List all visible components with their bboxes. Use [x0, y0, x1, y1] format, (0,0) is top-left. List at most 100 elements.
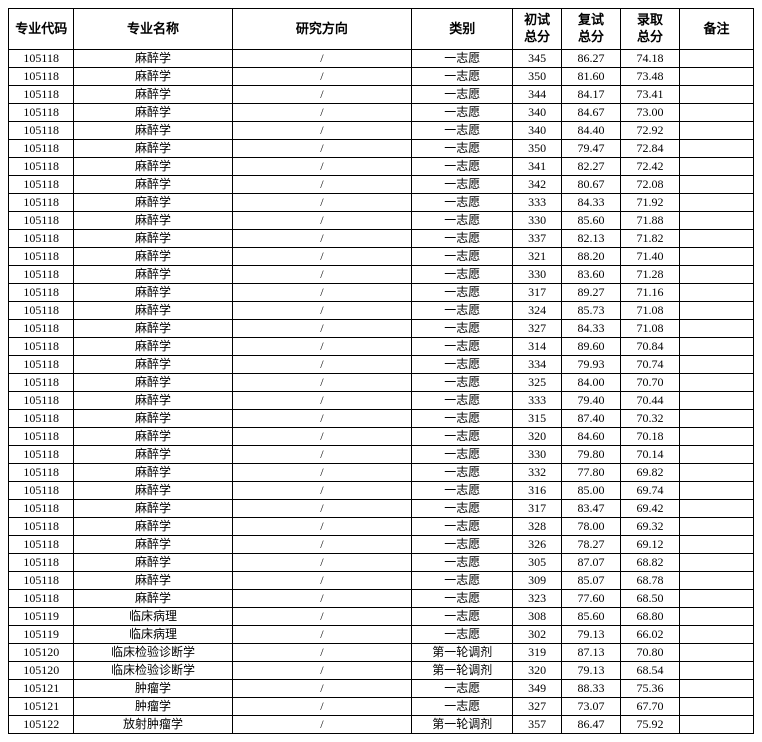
cell-col-6: 73.41 — [621, 86, 680, 104]
cell-col-7 — [680, 536, 754, 554]
table-row: 105118麻醉学/一志愿32678.2769.12 — [9, 536, 754, 554]
cell-col-5: 84.33 — [561, 194, 620, 212]
cell-col-2: / — [232, 608, 411, 626]
cell-col-6: 70.84 — [621, 338, 680, 356]
cell-col-4: 327 — [513, 320, 562, 338]
cell-col-2: / — [232, 140, 411, 158]
cell-col-5: 79.80 — [561, 446, 620, 464]
cell-col-3: 一志愿 — [412, 356, 513, 374]
cell-col-6: 70.14 — [621, 446, 680, 464]
cell-col-4: 333 — [513, 194, 562, 212]
cell-col-7 — [680, 68, 754, 86]
cell-col-0: 105121 — [9, 680, 74, 698]
table-row: 105118麻醉学/一志愿34084.4072.92 — [9, 122, 754, 140]
cell-col-1: 麻醉学 — [74, 176, 232, 194]
cell-col-1: 麻醉学 — [74, 572, 232, 590]
cell-col-3: 一志愿 — [412, 482, 513, 500]
cell-col-1: 麻醉学 — [74, 320, 232, 338]
cell-col-0: 105118 — [9, 284, 74, 302]
table-row: 105118麻醉学/一志愿31685.0069.74 — [9, 482, 754, 500]
cell-col-3: 一志愿 — [412, 320, 513, 338]
cell-col-2: / — [232, 590, 411, 608]
table-row: 105118麻醉学/一志愿30985.0768.78 — [9, 572, 754, 590]
cell-col-5: 78.27 — [561, 536, 620, 554]
cell-col-4: 328 — [513, 518, 562, 536]
cell-col-5: 77.60 — [561, 590, 620, 608]
cell-col-4: 317 — [513, 500, 562, 518]
cell-col-6: 72.08 — [621, 176, 680, 194]
cell-col-2: / — [232, 554, 411, 572]
cell-col-4: 316 — [513, 482, 562, 500]
col-header-5: 复试总分 — [561, 9, 620, 50]
cell-col-2: / — [232, 356, 411, 374]
cell-col-6: 68.54 — [621, 662, 680, 680]
cell-col-1: 临床检验诊断学 — [74, 662, 232, 680]
cell-col-4: 327 — [513, 698, 562, 716]
cell-col-7 — [680, 644, 754, 662]
cell-col-0: 105118 — [9, 86, 74, 104]
cell-col-7 — [680, 122, 754, 140]
cell-col-5: 79.47 — [561, 140, 620, 158]
cell-col-0: 105119 — [9, 608, 74, 626]
cell-col-7 — [680, 698, 754, 716]
cell-col-6: 75.92 — [621, 716, 680, 734]
cell-col-7 — [680, 266, 754, 284]
cell-col-3: 一志愿 — [412, 374, 513, 392]
cell-col-4: 309 — [513, 572, 562, 590]
cell-col-4: 317 — [513, 284, 562, 302]
cell-col-4: 350 — [513, 68, 562, 86]
table-row: 105118麻醉学/一志愿33379.4070.44 — [9, 392, 754, 410]
cell-col-1: 麻醉学 — [74, 212, 232, 230]
cell-col-3: 一志愿 — [412, 86, 513, 104]
cell-col-3: 一志愿 — [412, 626, 513, 644]
cell-col-4: 333 — [513, 392, 562, 410]
cell-col-3: 一志愿 — [412, 518, 513, 536]
cell-col-1: 放射肿瘤学 — [74, 716, 232, 734]
cell-col-1: 麻醉学 — [74, 122, 232, 140]
cell-col-7 — [680, 158, 754, 176]
cell-col-7 — [680, 356, 754, 374]
cell-col-3: 一志愿 — [412, 464, 513, 482]
cell-col-4: 315 — [513, 410, 562, 428]
cell-col-4: 342 — [513, 176, 562, 194]
cell-col-4: 350 — [513, 140, 562, 158]
table-row: 105118麻醉学/一志愿32584.0070.70 — [9, 374, 754, 392]
cell-col-2: / — [232, 698, 411, 716]
cell-col-2: / — [232, 176, 411, 194]
cell-col-6: 72.84 — [621, 140, 680, 158]
table-row: 105118麻醉学/一志愿35081.6073.48 — [9, 68, 754, 86]
cell-col-3: 一志愿 — [412, 500, 513, 518]
cell-col-4: 330 — [513, 446, 562, 464]
col-header-6: 录取总分 — [621, 9, 680, 50]
col-header-3: 类别 — [412, 9, 513, 50]
cell-col-1: 肿瘤学 — [74, 680, 232, 698]
cell-col-6: 71.28 — [621, 266, 680, 284]
cell-col-2: / — [232, 248, 411, 266]
cell-col-0: 105119 — [9, 626, 74, 644]
cell-col-4: 340 — [513, 122, 562, 140]
cell-col-1: 麻醉学 — [74, 374, 232, 392]
cell-col-0: 105118 — [9, 248, 74, 266]
cell-col-5: 89.27 — [561, 284, 620, 302]
cell-col-6: 71.16 — [621, 284, 680, 302]
cell-col-7 — [680, 230, 754, 248]
cell-col-1: 麻醉学 — [74, 104, 232, 122]
cell-col-0: 105118 — [9, 104, 74, 122]
cell-col-5: 83.47 — [561, 500, 620, 518]
cell-col-3: 第一轮调剂 — [412, 662, 513, 680]
cell-col-1: 麻醉学 — [74, 500, 232, 518]
cell-col-7 — [680, 590, 754, 608]
table-row: 105118麻醉学/一志愿32084.6070.18 — [9, 428, 754, 446]
cell-col-1: 临床病理 — [74, 626, 232, 644]
cell-col-5: 77.80 — [561, 464, 620, 482]
table-header-row: 专业代码专业名称研究方向类别初试总分复试总分录取总分备注 — [9, 9, 754, 50]
cell-col-7 — [680, 302, 754, 320]
table-row: 105118麻醉学/一志愿33085.6071.88 — [9, 212, 754, 230]
cell-col-5: 84.60 — [561, 428, 620, 446]
cell-col-6: 68.80 — [621, 608, 680, 626]
cell-col-3: 一志愿 — [412, 554, 513, 572]
cell-col-4: 319 — [513, 644, 562, 662]
cell-col-5: 73.07 — [561, 698, 620, 716]
cell-col-5: 87.13 — [561, 644, 620, 662]
col-header-0: 专业代码 — [9, 9, 74, 50]
